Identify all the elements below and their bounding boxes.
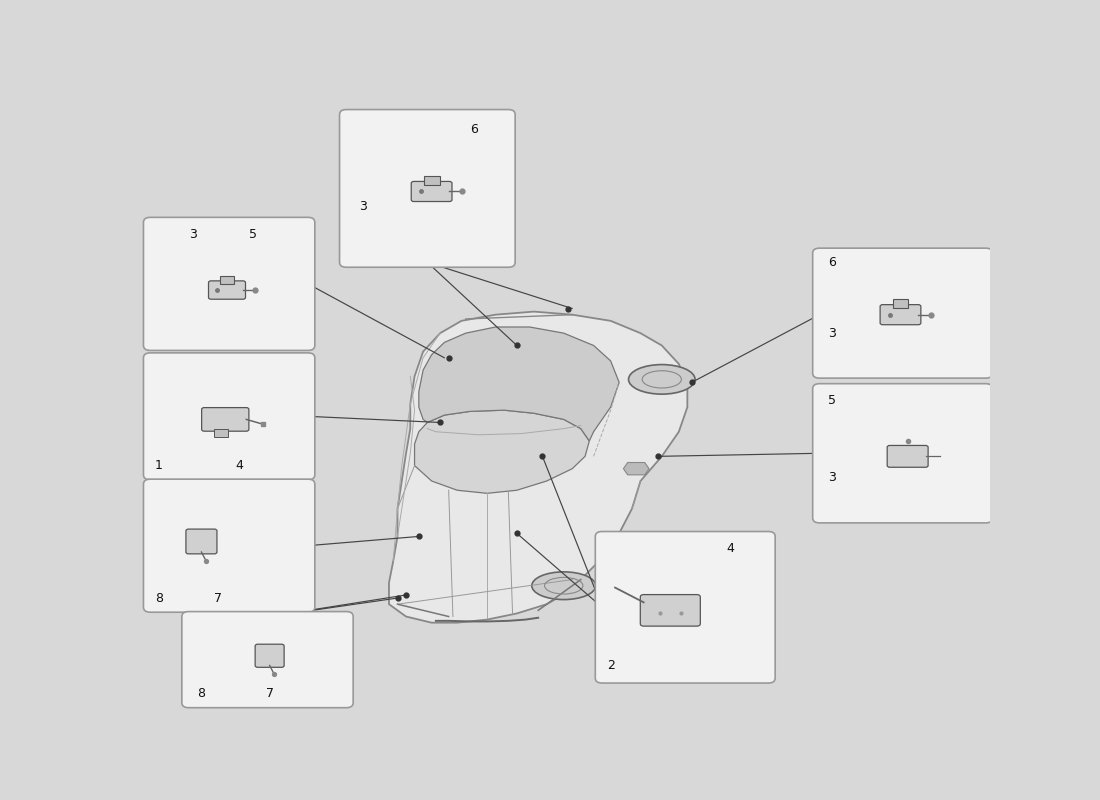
- FancyBboxPatch shape: [424, 176, 440, 185]
- Text: 1: 1: [155, 459, 163, 472]
- FancyBboxPatch shape: [640, 594, 701, 626]
- Text: 8: 8: [155, 591, 163, 605]
- FancyBboxPatch shape: [255, 644, 284, 667]
- Text: 2: 2: [607, 659, 615, 672]
- Polygon shape: [389, 311, 688, 622]
- FancyBboxPatch shape: [340, 110, 515, 267]
- Text: 4: 4: [726, 542, 734, 555]
- Ellipse shape: [628, 365, 695, 394]
- FancyBboxPatch shape: [813, 248, 992, 378]
- FancyBboxPatch shape: [595, 531, 776, 683]
- FancyBboxPatch shape: [201, 408, 249, 431]
- FancyBboxPatch shape: [813, 384, 992, 523]
- Text: 6: 6: [828, 256, 836, 269]
- Text: 5: 5: [249, 228, 256, 241]
- Text: 3: 3: [828, 326, 836, 340]
- FancyBboxPatch shape: [411, 182, 452, 202]
- FancyBboxPatch shape: [143, 353, 315, 480]
- FancyBboxPatch shape: [143, 218, 315, 350]
- Polygon shape: [415, 410, 590, 494]
- FancyBboxPatch shape: [213, 429, 228, 437]
- Ellipse shape: [531, 572, 596, 599]
- FancyBboxPatch shape: [186, 529, 217, 554]
- FancyBboxPatch shape: [880, 305, 921, 325]
- FancyBboxPatch shape: [220, 277, 234, 284]
- Text: 3: 3: [189, 228, 197, 241]
- Polygon shape: [419, 327, 619, 441]
- FancyBboxPatch shape: [892, 299, 909, 308]
- Text: 4: 4: [235, 459, 244, 472]
- Text: 8: 8: [197, 687, 206, 700]
- FancyBboxPatch shape: [182, 611, 353, 708]
- FancyBboxPatch shape: [143, 479, 315, 612]
- Text: 3: 3: [360, 200, 367, 214]
- Text: 7: 7: [265, 687, 274, 700]
- Text: 3: 3: [828, 471, 836, 485]
- Text: 5: 5: [828, 394, 836, 407]
- Polygon shape: [624, 462, 649, 475]
- FancyBboxPatch shape: [209, 281, 245, 299]
- Text: 7: 7: [214, 591, 222, 605]
- Text: 6: 6: [471, 123, 478, 136]
- FancyBboxPatch shape: [888, 446, 928, 467]
